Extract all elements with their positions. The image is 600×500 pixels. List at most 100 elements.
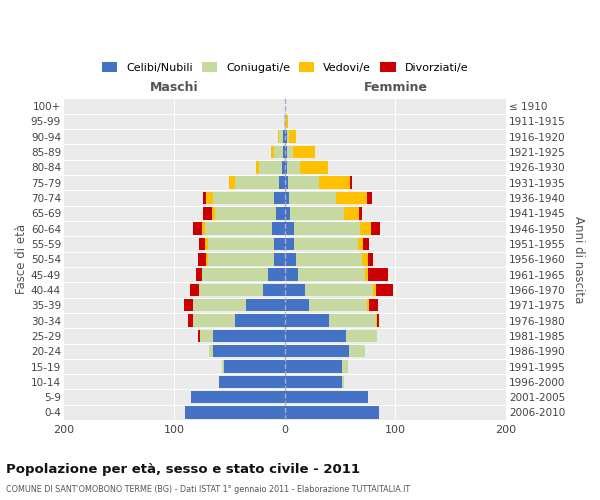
Bar [203, 207, 212, 220]
Bar [377, 314, 379, 327]
Bar [202, 268, 268, 281]
Bar [206, 192, 213, 204]
Bar [287, 130, 289, 143]
Bar [197, 330, 200, 342]
Bar [367, 192, 372, 204]
Bar [298, 268, 365, 281]
Bar [205, 238, 208, 250]
Bar [209, 345, 213, 358]
Bar [319, 176, 350, 189]
Bar [287, 146, 293, 158]
Bar [294, 238, 358, 250]
Bar [350, 176, 352, 189]
Bar [349, 345, 365, 358]
Text: Femmine: Femmine [364, 80, 427, 94]
Bar [280, 176, 285, 189]
Bar [289, 130, 296, 143]
Bar [229, 176, 235, 189]
Bar [358, 238, 364, 250]
Bar [296, 253, 362, 266]
Bar [246, 299, 285, 312]
Text: Popolazione per età, sesso e stato civile - 2011: Popolazione per età, sesso e stato civil… [6, 462, 360, 475]
Bar [365, 268, 368, 281]
Bar [309, 299, 367, 312]
Bar [274, 146, 283, 158]
Bar [259, 161, 281, 173]
Bar [285, 376, 343, 388]
Bar [235, 314, 285, 327]
Bar [285, 253, 296, 266]
Bar [285, 238, 294, 250]
Bar [222, 360, 224, 373]
Bar [376, 284, 393, 296]
Bar [272, 222, 285, 235]
Bar [287, 161, 301, 173]
Bar [193, 222, 202, 235]
Bar [285, 314, 329, 327]
Bar [208, 253, 274, 266]
Bar [290, 207, 344, 220]
Bar [193, 299, 246, 312]
Bar [206, 253, 208, 266]
Bar [285, 161, 287, 173]
Bar [371, 222, 380, 235]
Bar [274, 253, 285, 266]
Bar [218, 376, 285, 388]
Bar [343, 376, 344, 388]
Bar [213, 192, 274, 204]
Bar [301, 161, 328, 173]
Bar [256, 161, 259, 173]
Bar [283, 146, 285, 158]
Bar [284, 115, 285, 128]
Y-axis label: Fasce di età: Fasce di età [15, 224, 28, 294]
Bar [286, 115, 288, 128]
Bar [285, 330, 346, 342]
Bar [368, 253, 373, 266]
Bar [343, 360, 348, 373]
Bar [212, 207, 215, 220]
Bar [185, 406, 285, 419]
Bar [285, 284, 305, 296]
Bar [200, 330, 213, 342]
Bar [268, 268, 285, 281]
Bar [188, 314, 193, 327]
Bar [274, 192, 285, 204]
Bar [285, 406, 379, 419]
Bar [285, 345, 349, 358]
Bar [203, 192, 206, 204]
Bar [263, 284, 285, 296]
Bar [271, 146, 274, 158]
Bar [359, 207, 362, 220]
Bar [288, 176, 319, 189]
Bar [285, 222, 294, 235]
Bar [285, 299, 309, 312]
Bar [336, 192, 367, 204]
Bar [344, 207, 359, 220]
Bar [202, 222, 205, 235]
Bar [208, 238, 274, 250]
Bar [213, 330, 285, 342]
Bar [346, 330, 377, 342]
Bar [369, 299, 378, 312]
Bar [199, 238, 205, 250]
Bar [360, 222, 371, 235]
Y-axis label: Anni di nascita: Anni di nascita [572, 216, 585, 303]
Bar [373, 284, 376, 296]
Text: COMUNE DI SANT'OMOBONO TERME (BG) - Dati ISTAT 1° gennaio 2011 - Elaborazione TU: COMUNE DI SANT'OMOBONO TERME (BG) - Dati… [6, 485, 410, 494]
Bar [190, 284, 199, 296]
Bar [276, 207, 285, 220]
Bar [305, 284, 373, 296]
Bar [285, 146, 287, 158]
Bar [205, 222, 272, 235]
Bar [293, 146, 315, 158]
Bar [191, 391, 285, 404]
Bar [280, 130, 283, 143]
Bar [367, 299, 369, 312]
Bar [215, 207, 276, 220]
Bar [368, 268, 388, 281]
Bar [281, 161, 285, 173]
Bar [274, 238, 285, 250]
Bar [329, 314, 376, 327]
Bar [283, 130, 285, 143]
Bar [285, 360, 343, 373]
